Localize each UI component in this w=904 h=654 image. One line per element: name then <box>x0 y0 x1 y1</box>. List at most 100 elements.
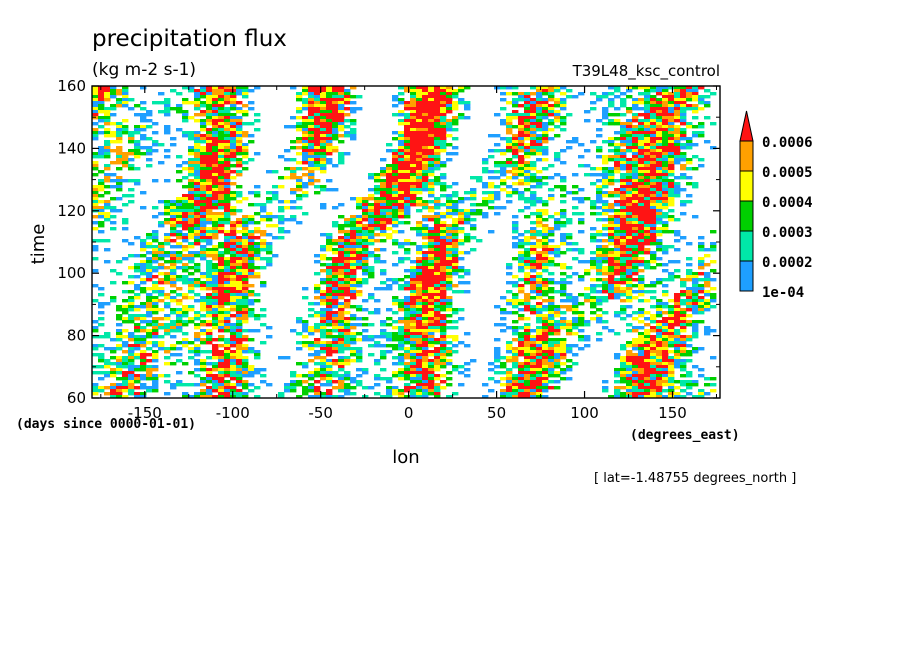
field-cell <box>674 146 681 150</box>
field-cell <box>692 278 699 282</box>
field-cell <box>428 110 435 114</box>
field-cell <box>602 140 609 144</box>
field-cell <box>158 242 165 246</box>
field-cell <box>152 236 159 240</box>
field-cell <box>404 323 411 327</box>
field-cell <box>524 95 531 99</box>
field-cell <box>506 341 513 345</box>
field-cell <box>620 161 627 165</box>
field-cell <box>242 86 249 90</box>
field-cell <box>698 260 705 264</box>
field-cell <box>218 311 225 315</box>
field-cell <box>446 314 453 318</box>
field-cell <box>332 344 339 348</box>
field-cell <box>368 344 375 348</box>
field-cell <box>206 116 213 120</box>
field-cell <box>596 245 603 249</box>
field-cell <box>548 257 555 261</box>
field-cell <box>200 173 207 177</box>
field-cell <box>608 98 615 102</box>
field-cell <box>332 275 339 279</box>
field-cell <box>500 164 507 168</box>
field-cell <box>374 188 381 192</box>
field-cell <box>476 209 483 213</box>
field-cell <box>542 290 549 294</box>
field-cell <box>638 134 645 138</box>
field-cell <box>512 350 519 354</box>
field-cell <box>560 224 567 228</box>
field-cell <box>236 335 243 339</box>
field-cell <box>698 257 705 261</box>
field-cell <box>104 212 111 216</box>
field-cell <box>590 173 597 177</box>
field-cell <box>344 332 351 336</box>
field-cell <box>560 347 567 351</box>
field-cell <box>440 236 447 240</box>
field-cell <box>314 95 321 99</box>
field-cell <box>182 227 189 231</box>
field-cell <box>626 179 633 183</box>
field-cell <box>566 191 573 195</box>
field-cell <box>500 173 507 177</box>
field-cell <box>188 146 195 150</box>
field-cell <box>554 104 561 108</box>
field-cell <box>710 146 717 150</box>
field-cell <box>530 161 537 165</box>
field-cell <box>200 140 207 144</box>
field-cell <box>590 260 597 264</box>
field-cell <box>350 305 357 309</box>
field-cell <box>632 245 639 249</box>
field-cell <box>194 161 201 165</box>
field-cell <box>164 104 171 108</box>
field-cell <box>230 164 237 168</box>
field-cell <box>632 236 639 240</box>
field-cell <box>152 179 159 183</box>
field-cell <box>236 251 243 255</box>
field-cell <box>242 155 249 159</box>
field-cell <box>446 296 453 300</box>
field-cell <box>410 200 417 204</box>
field-cell <box>200 110 207 114</box>
field-cell <box>422 338 429 342</box>
field-cell <box>200 122 207 126</box>
field-cell <box>608 194 615 198</box>
field-cell <box>224 143 231 147</box>
field-cell <box>344 131 351 135</box>
field-cell <box>608 248 615 252</box>
field-cell <box>632 113 639 117</box>
field-cell <box>428 278 435 282</box>
field-cell <box>680 119 687 123</box>
field-cell <box>398 110 405 114</box>
field-cell <box>668 128 675 132</box>
field-cell <box>662 320 669 324</box>
field-cell <box>110 350 117 354</box>
field-cell <box>668 152 675 156</box>
field-cell <box>428 149 435 153</box>
field-cell <box>164 113 171 117</box>
field-cell <box>608 92 615 96</box>
field-cell <box>170 266 177 270</box>
field-cell <box>326 95 333 99</box>
field-cell <box>188 212 195 216</box>
field-cell <box>320 203 327 207</box>
field-cell <box>422 269 429 273</box>
field-cell <box>470 191 477 195</box>
field-cell <box>536 143 543 147</box>
field-cell <box>212 164 219 168</box>
field-cell <box>248 311 255 315</box>
field-cell <box>668 191 675 195</box>
field-cell <box>146 323 153 327</box>
field-cell <box>428 188 435 192</box>
field-cell <box>416 224 423 228</box>
field-cell <box>272 197 279 201</box>
field-cell <box>224 230 231 234</box>
field-cell <box>464 272 471 276</box>
field-cell <box>188 167 195 171</box>
field-cell <box>644 119 651 123</box>
field-cell <box>416 281 423 285</box>
field-cell <box>608 218 615 222</box>
field-cell <box>188 137 195 141</box>
field-cell <box>440 284 447 288</box>
field-cell <box>194 344 201 348</box>
field-cell <box>152 302 159 306</box>
